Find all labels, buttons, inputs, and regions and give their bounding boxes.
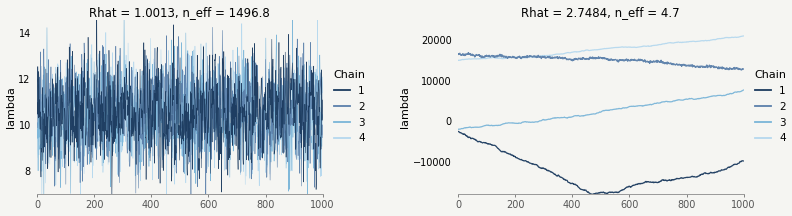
Legend: 1, 2, 3, 4: 1, 2, 3, 4	[755, 70, 786, 143]
Legend: 1, 2, 3, 4: 1, 2, 3, 4	[333, 70, 366, 143]
Y-axis label: lambda: lambda	[400, 86, 410, 128]
Y-axis label: lambda: lambda	[6, 86, 16, 128]
Title: Rhat = 2.7484, n_eff = 4.7: Rhat = 2.7484, n_eff = 4.7	[521, 6, 680, 19]
Title: Rhat = 1.0013, n_eff = 1496.8: Rhat = 1.0013, n_eff = 1496.8	[89, 6, 270, 19]
